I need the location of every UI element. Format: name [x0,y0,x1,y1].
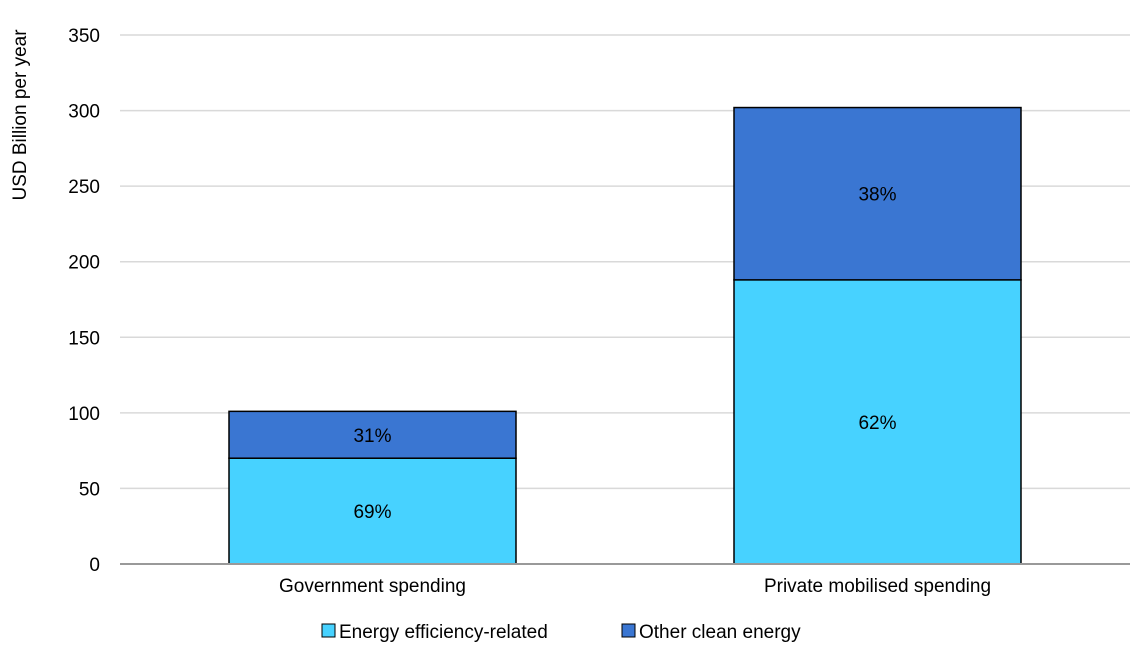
y-tick-label: 100 [68,404,100,425]
y-tick-label: 150 [68,328,100,349]
y-tick-label: 200 [68,253,100,274]
bars [228,106,1022,565]
axes: 0 50 100 150 200 250 300 350 Government spending… [68,26,1130,597]
legend-swatch [321,623,336,638]
y-tick-label: 250 [68,177,100,198]
bar-1-0 [733,279,1022,565]
legend-label: Energy efficiency-related [339,622,548,643]
y-axis-title: USD Billion per year [10,29,31,201]
bar-1-1 [733,106,1022,281]
bar-0-1 [228,410,517,459]
x-tick-label: Private mobilised spending [764,576,991,597]
legend-swatch [621,623,636,638]
data-label: 31% [353,426,391,447]
legend: Energy efficiency-related Other clean ene… [321,622,801,643]
legend-label: Other clean energy [639,622,801,643]
data-label: 69% [353,502,391,523]
data-labels: 69% 31% 62% 38% [353,185,896,523]
y-tick-label: 50 [79,479,100,500]
x-tick-label: Government spending [279,576,466,597]
data-label: 62% [858,413,896,434]
y-tick-label: 300 [68,102,100,123]
data-label: 38% [858,185,896,206]
y-tick-label: 0 [89,555,100,576]
y-tick-label: 350 [68,26,100,47]
